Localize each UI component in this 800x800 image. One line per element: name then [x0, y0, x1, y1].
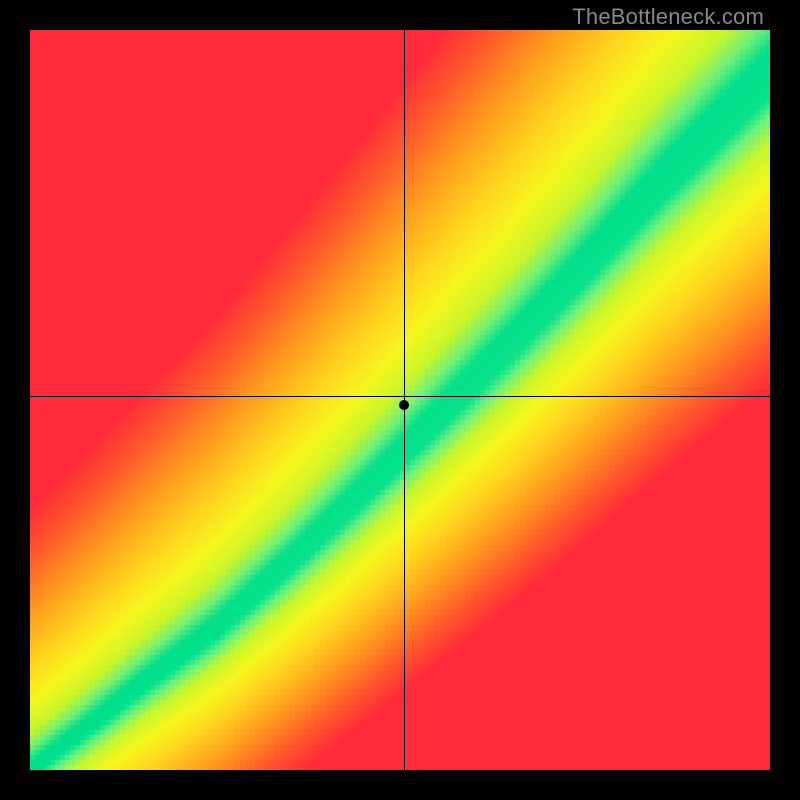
heatmap-plot — [30, 30, 770, 770]
watermark-text: TheBottleneck.com — [572, 4, 764, 30]
data-point-marker — [399, 400, 409, 410]
crosshair-horizontal — [30, 396, 770, 397]
